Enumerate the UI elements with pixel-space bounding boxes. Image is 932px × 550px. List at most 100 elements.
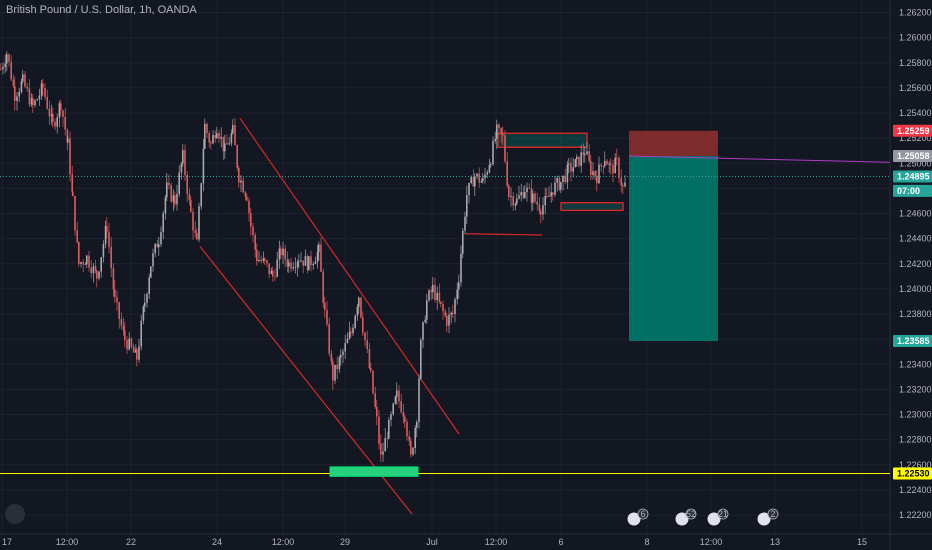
candle-body [258,259,260,262]
price-tag-label: 1.24895 [897,171,930,181]
candle-body [186,175,188,194]
candle-body [580,152,582,166]
demand-zone-rect [329,466,419,477]
candle-body [540,211,542,215]
candle-body [194,230,196,233]
candle-body [344,343,346,352]
candle-body [284,248,286,260]
candle-body [578,156,580,166]
candle-body [390,414,392,420]
event-count-label: 2 [770,509,775,519]
candle-body [184,150,186,176]
candle-body [250,213,252,227]
candle-body [192,211,194,231]
candle-body [374,393,376,408]
candle-body [74,195,76,231]
candle-body [604,160,606,167]
candle-body [152,253,154,267]
candle-body [504,135,506,162]
candle-body [124,330,126,340]
candle-body [94,266,97,271]
candle-body [490,164,492,166]
candle-body [138,346,140,360]
candle-body [492,140,494,165]
candle-body [360,297,362,318]
candle-body [142,306,145,321]
candle-body [484,174,486,179]
candle-body [36,99,38,101]
candle-body [188,193,191,200]
candle-body [12,79,15,87]
candle-body [24,74,26,87]
price-tag-label: 1.23585 [897,336,930,346]
y-tick-label: 1.23000 [899,410,932,420]
candle-body [46,96,48,109]
candle-body [328,324,330,354]
y-tick-label: 1.23400 [899,359,932,369]
candle-body [602,166,605,167]
y-tick-label: 1.24600 [899,209,932,219]
event-count-badge [637,508,649,520]
candle-body [174,195,176,205]
candle-body [90,267,92,274]
candle-body [230,133,233,144]
candle-body [306,256,309,271]
price-tag-1.24895 [893,170,932,183]
candle-body [246,196,248,201]
candle-body [116,297,118,303]
candle-body [146,293,148,303]
candle-body [534,193,536,202]
candle-body [156,243,159,248]
candle-body [560,181,562,190]
tradingview-logo-icon[interactable] [5,504,25,524]
candle-body [206,123,208,134]
candle-body [286,259,289,267]
candle-body [226,143,228,145]
chart-title: British Pound / U.S. Dollar, 1h, OANDA [6,4,197,16]
candle-body [416,421,418,428]
candle-body [136,349,138,360]
candle-body [598,164,600,184]
candle-body [2,66,4,70]
candle-body [64,116,66,130]
candle-body [40,83,43,96]
candle-body [69,138,71,175]
candle-body [216,133,218,139]
candle-body [436,292,438,301]
candle-body [242,180,244,193]
x-tick-label: 22 [126,537,136,547]
x-tick-label: 29 [340,537,350,547]
y-tick-label: 1.25800 [899,58,932,68]
candle-body [354,316,356,328]
candle-body [364,332,366,341]
candle-body [480,181,483,183]
candle-body [190,199,192,212]
y-tick-label: 1.22600 [899,460,932,470]
candle-body [154,243,156,254]
candle-body [135,349,137,353]
candle-body [276,259,278,277]
candle-body [502,133,504,136]
candle-body [620,177,622,186]
candle-body [500,127,502,134]
candle-body [234,125,236,146]
candle-body [546,196,548,197]
candle-body [50,114,53,117]
candle-body [446,315,448,326]
candle-body [450,312,452,315]
candle-body [466,195,468,217]
price-tag-1.25058 [893,150,932,163]
candle-body [100,257,102,272]
candle-body [592,171,594,175]
candle-body [224,143,226,152]
candle-body [72,191,74,196]
x-tick-label: 12:00 [272,537,295,547]
candle-body [330,353,333,362]
candle-body [256,249,258,262]
candle-body [464,216,466,231]
candle-body [128,338,130,350]
candle-body [386,438,389,439]
candle-body [434,284,436,301]
candle-body [494,138,496,141]
